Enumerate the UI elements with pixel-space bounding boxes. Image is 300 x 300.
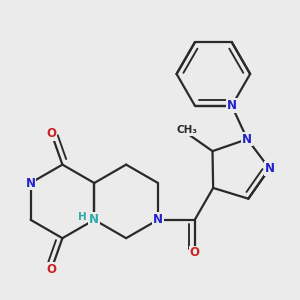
Text: N: N [264,162,274,175]
Text: O: O [190,246,200,260]
Text: N: N [227,99,237,112]
Text: O: O [46,127,56,140]
Text: H: H [78,212,87,222]
Text: N: N [242,133,252,146]
Text: N: N [153,213,163,226]
Text: N: N [89,213,99,226]
Text: O: O [46,263,56,276]
Text: CH₃: CH₃ [176,125,197,135]
Text: N: N [26,176,36,190]
